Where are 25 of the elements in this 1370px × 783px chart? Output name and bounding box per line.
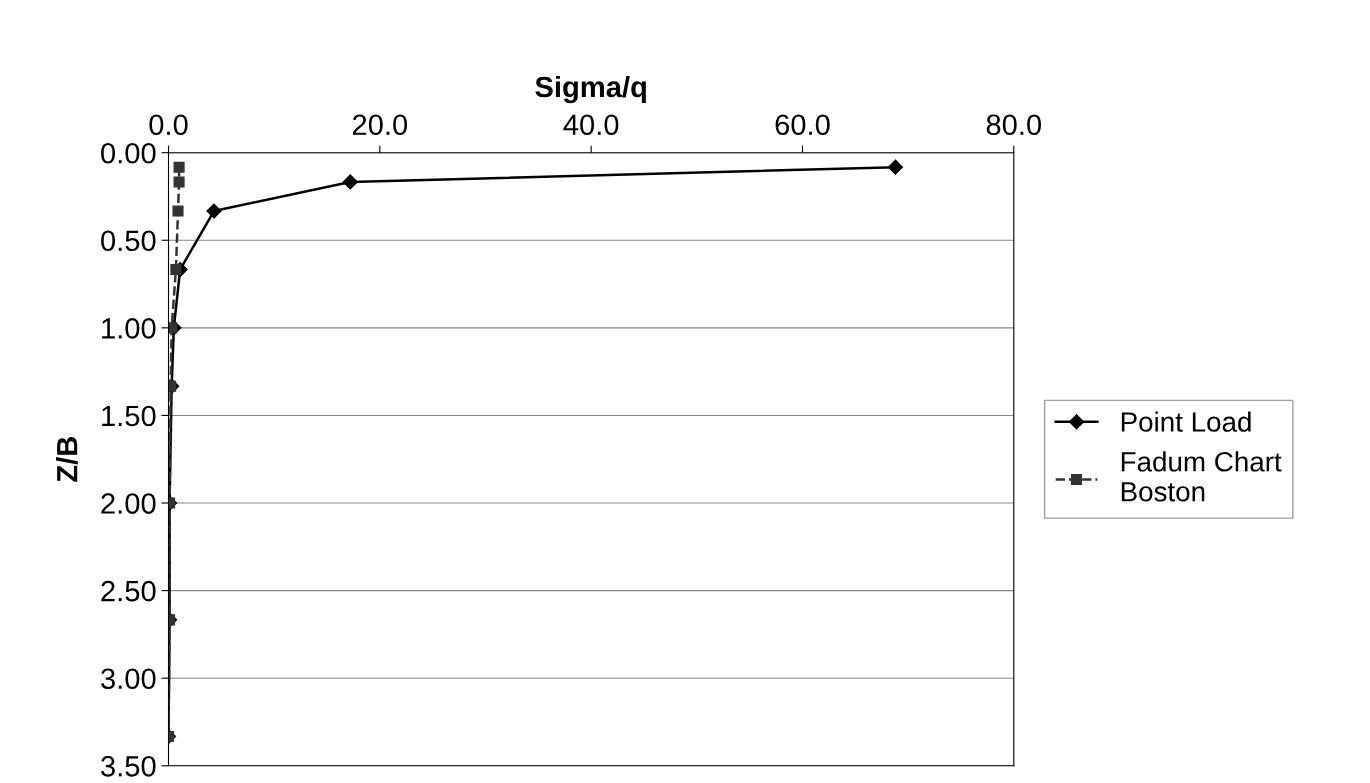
point [173,176,185,188]
x-tick-label: 40.0 [563,114,619,136]
point [173,161,185,173]
x-tick-label: 60.0 [775,114,830,136]
y-tick-label: 2.00 [101,493,156,514]
legend-label: Point Load [1121,411,1251,432]
legend-label: Fadum Chart Boston [1121,451,1282,502]
x-tick-label: 80.0 [986,114,1042,136]
point [172,205,184,217]
y-tick-label: 1.00 [102,318,156,339]
x-axis-title: Sigma/q [535,75,646,104]
x-tick-label: 0.0 [149,114,188,136]
point [342,174,358,190]
point [168,322,178,334]
y-tick-label: 2.50 [101,580,156,602]
y-tick-label: 3.00 [101,668,156,690]
y-tick-label: 0.00 [101,142,156,164]
point [887,159,904,175]
y-axis-title: Z/B [56,437,78,482]
y-tick-label: 1.50 [102,405,156,427]
x-tick-label: 20.0 [352,114,408,136]
y-tick-label: 3.50 [101,755,156,777]
point [206,203,222,219]
y-tick-label: 0.50 [101,230,156,252]
point [170,263,182,276]
